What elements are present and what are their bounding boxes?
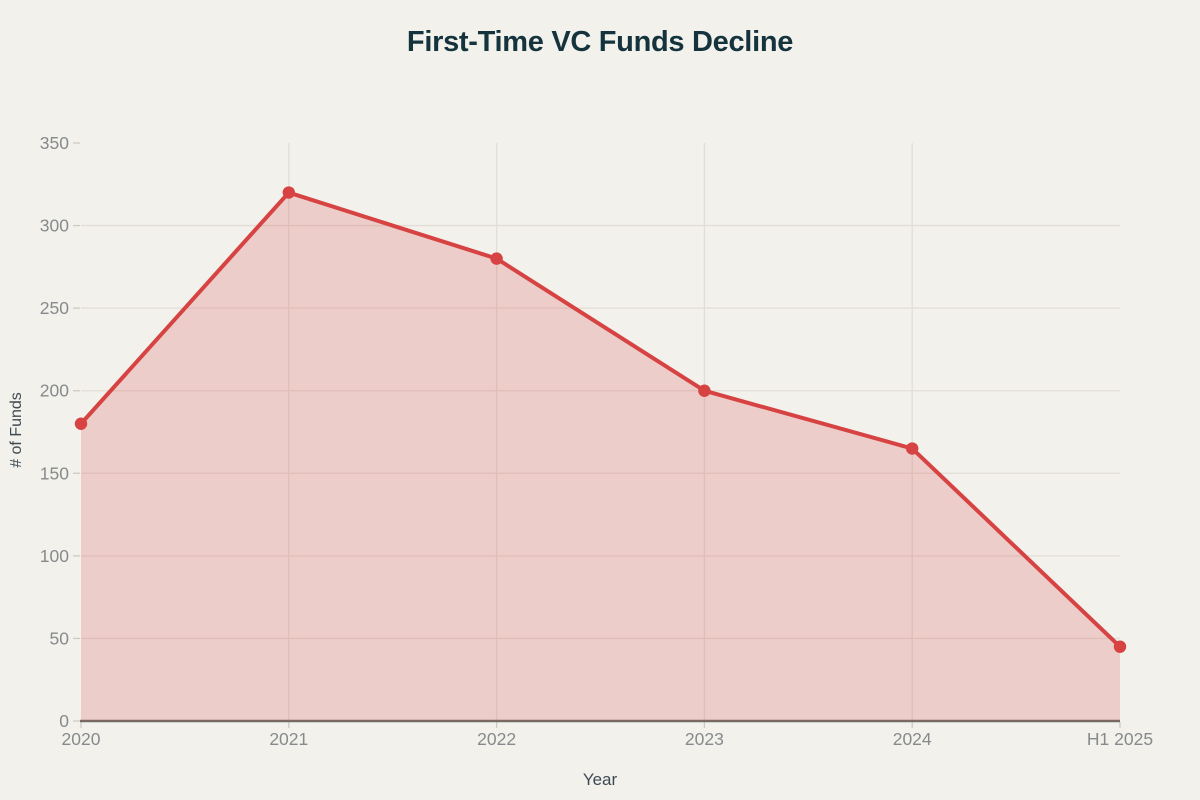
y-tick-label: 300 — [40, 216, 69, 236]
data-point — [1113, 640, 1127, 653]
x-tick-label: 2024 — [893, 729, 932, 749]
x-tick-label: 2020 — [62, 729, 101, 749]
x-tick-label: 2023 — [685, 729, 724, 749]
area-fill — [81, 192, 1120, 722]
data-point — [74, 417, 88, 430]
x-axis-label: Year — [582, 770, 618, 789]
x-tick-label: 2022 — [477, 729, 516, 749]
x-tick-label: H1 2025 — [1087, 729, 1153, 749]
y-tick-label: 200 — [40, 381, 69, 401]
y-tick-label: 0 — [59, 711, 69, 731]
y-tick-label: 350 — [40, 133, 69, 153]
data-point — [490, 252, 503, 265]
trend-line — [79, 190, 1122, 649]
y-axis-label: # of Funds — [8, 392, 25, 468]
data-point — [698, 384, 711, 397]
data-point — [906, 442, 919, 455]
chart-title: First-Time VC Funds Decline — [406, 26, 794, 58]
y-tick-label: 50 — [50, 628, 70, 648]
y-tick-label: 250 — [40, 298, 69, 318]
y-tick-label: 150 — [40, 463, 69, 483]
data-point — [282, 186, 295, 199]
x-tick-label: 2021 — [269, 729, 308, 749]
y-tick-label: 100 — [40, 546, 69, 566]
